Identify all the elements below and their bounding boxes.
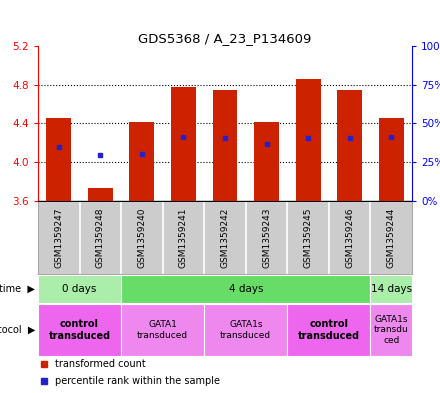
Bar [370,304,412,356]
Text: control
transduced: control transduced [298,319,360,341]
Bar [46,118,71,201]
Bar [38,275,121,303]
Text: GSM1359241: GSM1359241 [179,208,188,268]
Bar [370,275,412,303]
Bar [254,121,279,201]
Bar [204,304,287,356]
Bar [129,121,154,201]
Text: 0 days: 0 days [62,284,97,294]
Bar [213,90,238,201]
Text: GSM1359244: GSM1359244 [387,208,396,268]
Text: GATA1s
transdu
ced: GATA1s transdu ced [374,315,409,345]
Bar [287,304,370,356]
Text: GSM1359246: GSM1359246 [345,208,354,268]
Bar [379,118,403,201]
Bar [171,87,196,201]
Text: time  ▶: time ▶ [0,284,35,294]
Text: 4 days: 4 days [228,284,263,294]
Text: GSM1359248: GSM1359248 [96,208,105,268]
Text: GATA1s
transduced: GATA1s transduced [220,320,271,340]
Text: 14 days: 14 days [370,284,412,294]
Title: GDS5368 / A_23_P134609: GDS5368 / A_23_P134609 [138,32,312,45]
Text: percentile rank within the sample: percentile rank within the sample [55,376,220,386]
Bar [296,79,321,201]
Text: GSM1359243: GSM1359243 [262,208,271,268]
Text: GSM1359240: GSM1359240 [137,208,147,268]
Bar [38,304,121,356]
Text: GSM1359242: GSM1359242 [220,208,230,268]
Bar [88,188,113,201]
Text: transformed count: transformed count [55,359,146,369]
Bar [337,90,362,201]
Text: GSM1359247: GSM1359247 [54,208,63,268]
Text: control
transduced: control transduced [48,319,110,341]
Bar [121,275,370,303]
Bar [121,304,204,356]
Text: protocol  ▶: protocol ▶ [0,325,35,335]
Text: GATA1
transduced: GATA1 transduced [137,320,188,340]
Text: GSM1359245: GSM1359245 [304,208,312,268]
